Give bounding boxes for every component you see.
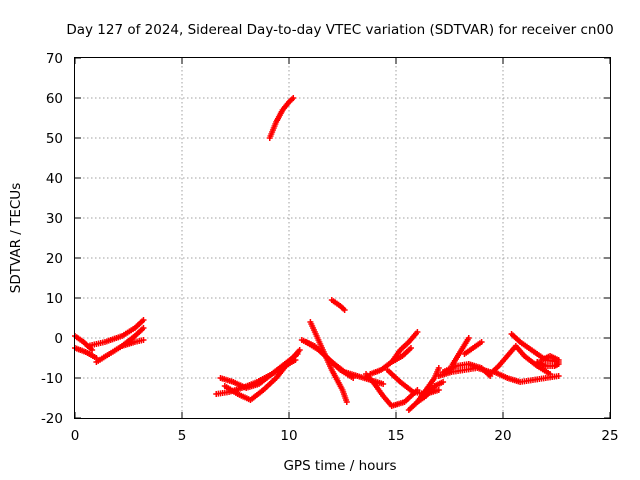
series-arc-h xyxy=(217,351,301,391)
x-tick-label: 0 xyxy=(71,428,80,444)
data-point xyxy=(296,347,303,353)
data-point xyxy=(478,339,485,345)
data-point xyxy=(555,373,562,379)
data-point xyxy=(341,307,348,313)
data-point xyxy=(465,335,472,341)
y-tick-label: 10 xyxy=(46,291,63,307)
series-arc-d xyxy=(84,317,147,349)
y-tick-label: 70 xyxy=(46,51,63,67)
data-points xyxy=(72,95,562,413)
x-axis-label: GPS time / hours xyxy=(283,458,396,474)
series-arc-v xyxy=(448,335,472,369)
x-tick-label: 5 xyxy=(178,428,187,444)
series-arc-l xyxy=(307,319,350,405)
series-arc-f xyxy=(266,95,297,141)
series-arc-aa xyxy=(534,359,562,369)
y-tick-label: 0 xyxy=(54,331,63,347)
series-arc-z xyxy=(508,331,562,365)
grid xyxy=(75,58,610,418)
series-arc-o xyxy=(367,329,421,377)
data-point xyxy=(435,365,442,371)
data-point xyxy=(343,399,350,405)
axis-ticks: 0 5 10 15 20 25 -20 -10 0 10 20 30 40 50 60 70 xyxy=(41,51,619,444)
y-tick-label: 60 xyxy=(46,91,63,107)
data-point xyxy=(555,357,562,363)
series-arc-e xyxy=(119,337,147,349)
series-arc-r xyxy=(388,345,414,365)
series-arc-u xyxy=(440,361,494,379)
chart-title: Day 127 of 2024, Sidereal Day-to-day VTE… xyxy=(66,22,613,38)
data-point xyxy=(407,345,414,351)
y-tick-label: -20 xyxy=(41,411,63,427)
data-point xyxy=(140,337,147,343)
plot-frame xyxy=(74,57,611,419)
data-point xyxy=(140,325,147,331)
data-point xyxy=(140,317,147,323)
series-arc-ab xyxy=(538,353,562,363)
y-tick-label: 20 xyxy=(46,251,63,267)
x-tick-label: 10 xyxy=(280,428,297,444)
x-tick-label: 25 xyxy=(601,428,618,444)
data-point xyxy=(414,329,421,335)
y-tick-label: -10 xyxy=(41,371,63,387)
y-axis-label: SDTVAR / TECUs xyxy=(8,183,24,293)
series-arc-t xyxy=(435,365,494,379)
y-tick-label: 50 xyxy=(46,131,63,147)
data-point xyxy=(440,379,447,385)
series-arc-s xyxy=(414,379,447,405)
data-point xyxy=(290,95,297,101)
y-tick-label: 40 xyxy=(46,171,63,187)
data-point xyxy=(380,381,387,387)
series-arc-i xyxy=(221,347,303,403)
x-tick-label: 20 xyxy=(494,428,511,444)
series-arc-y xyxy=(491,369,562,385)
data-point xyxy=(435,387,442,393)
y-tick-label: 30 xyxy=(46,211,63,227)
x-tick-label: 15 xyxy=(387,428,404,444)
series-arc-m xyxy=(328,297,348,313)
series-arc-w xyxy=(461,339,485,357)
